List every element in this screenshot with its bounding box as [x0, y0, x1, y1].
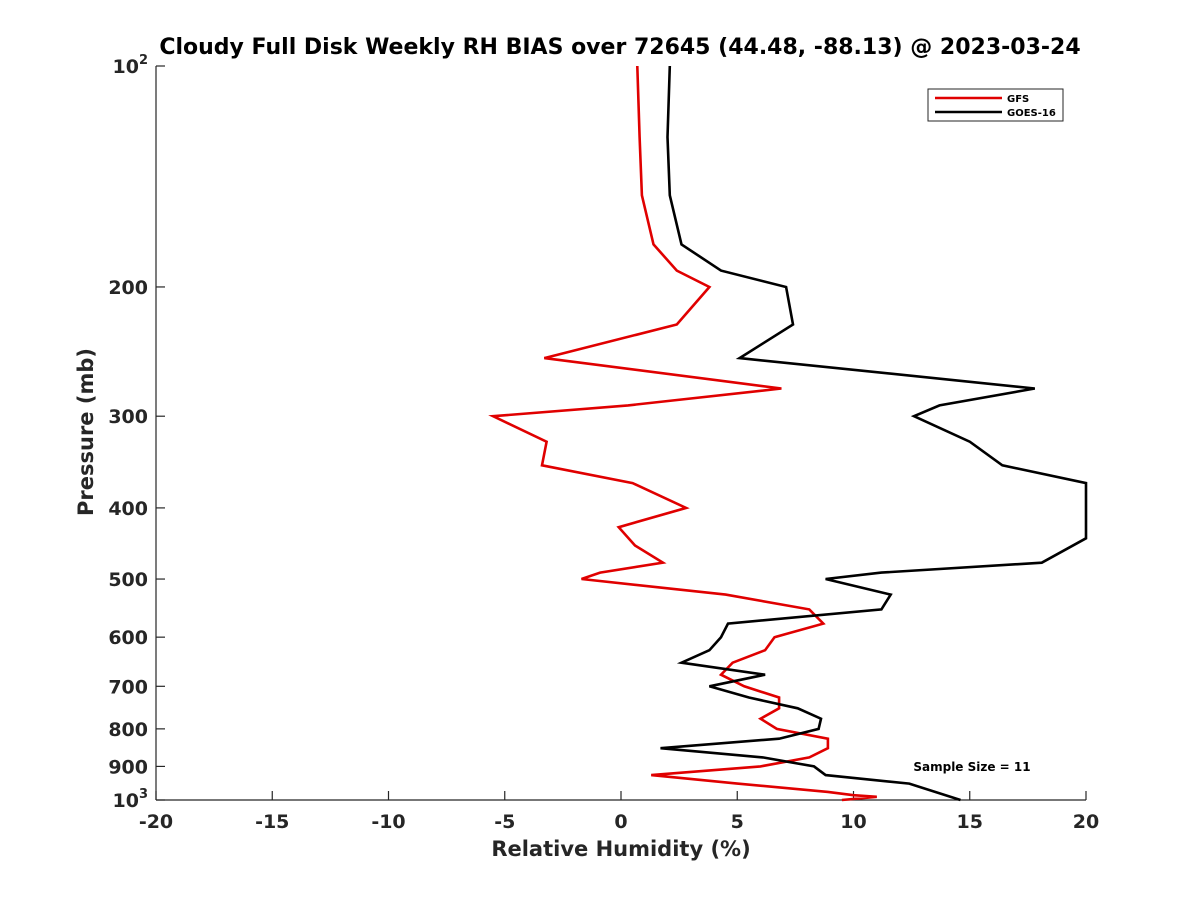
x-tick-label: -15	[255, 811, 289, 833]
x-tick-label: 15	[957, 811, 983, 833]
y-tick-exponent: 2	[139, 53, 148, 68]
x-tick-label: -5	[494, 811, 515, 833]
sample-size-annotation: Sample Size = 11	[913, 760, 1030, 774]
legend: GFS GOES-16	[927, 88, 1064, 122]
x-axis: -20 -15 -10 -5 0 5 10 15 20	[139, 791, 1099, 833]
y-tick-label: 400	[108, 498, 148, 520]
series-layer	[488, 65, 1088, 802]
y-tick-label: 900	[108, 756, 148, 778]
y-tick-base: 10	[113, 790, 139, 812]
y-tick-label: 200	[108, 277, 148, 299]
chart-title: Cloudy Full Disk Weekly RH BIAS over 726…	[159, 35, 1080, 60]
y-tick-label: 300	[108, 406, 148, 428]
legend-label: GFS	[1007, 94, 1029, 105]
x-tick-label: 5	[731, 811, 744, 833]
legend-box	[927, 88, 1064, 122]
x-tick-label: 20	[1073, 811, 1099, 833]
y-axis-label: Pressure (mb)	[74, 348, 98, 516]
y-tick-label: 102	[113, 53, 149, 78]
x-tick-label: -20	[139, 811, 173, 833]
x-tick-label: 0	[614, 811, 627, 833]
y-tick-base: 10	[113, 56, 139, 78]
series-line-gfs	[488, 65, 877, 802]
y-tick-label: 800	[108, 719, 148, 741]
y-tick-label: 103	[113, 787, 149, 812]
y-tick-label: 700	[108, 676, 148, 698]
y-tick-label: 600	[108, 627, 148, 649]
x-axis-label: Relative Humidity (%)	[491, 837, 750, 861]
y-tick-exponent: 3	[139, 787, 148, 802]
series-line-goes-16	[660, 65, 1088, 802]
x-tick-label: -10	[371, 811, 405, 833]
legend-label: GOES-16	[1007, 108, 1056, 119]
y-tick-label: 500	[108, 569, 148, 591]
x-tick-label: 10	[840, 811, 866, 833]
